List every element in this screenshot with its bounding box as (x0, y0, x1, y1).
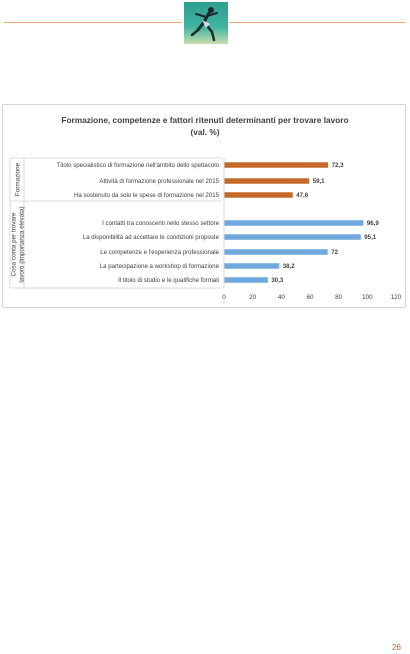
chart-subtitle: (val. %) (190, 127, 220, 137)
chart-frame (2, 104, 406, 308)
header-rule-left (4, 22, 182, 23)
dancer-logo-icon (190, 7, 218, 42)
chart-title: Formazione, competenze e fattori ritenut… (61, 115, 349, 125)
dancer-logo (184, 2, 228, 44)
page-number: 26 (392, 643, 401, 652)
header-rule-right (229, 22, 405, 23)
chart-title-block: Formazione, competenze e fattori ritenut… (30, 114, 380, 138)
